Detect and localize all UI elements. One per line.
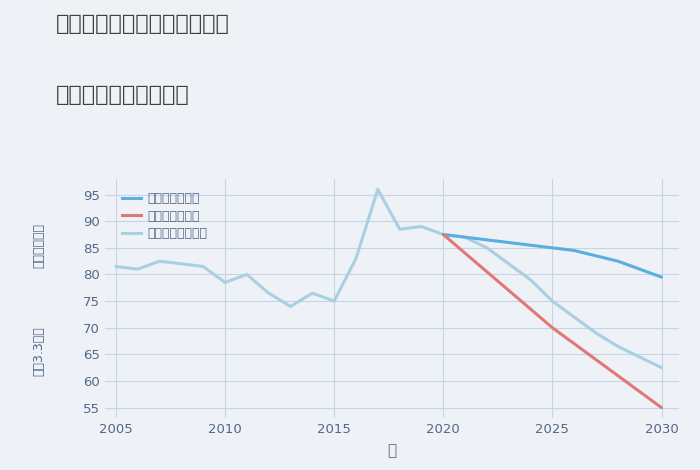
Legend: グッドシナリオ, バッドシナリオ, ノーマルシナリオ: グッドシナリオ, バッドシナリオ, ノーマルシナリオ <box>117 187 212 245</box>
Text: 坪（3.3㎡）: 坪（3.3㎡） <box>32 326 46 376</box>
Text: 単価（万円）: 単価（万円） <box>32 223 46 268</box>
Text: 兵庫県たつの市御津町岩見の: 兵庫県たつの市御津町岩見の <box>56 14 230 34</box>
X-axis label: 年: 年 <box>387 443 397 458</box>
Text: 中古戸建ての価格推移: 中古戸建ての価格推移 <box>56 85 190 105</box>
